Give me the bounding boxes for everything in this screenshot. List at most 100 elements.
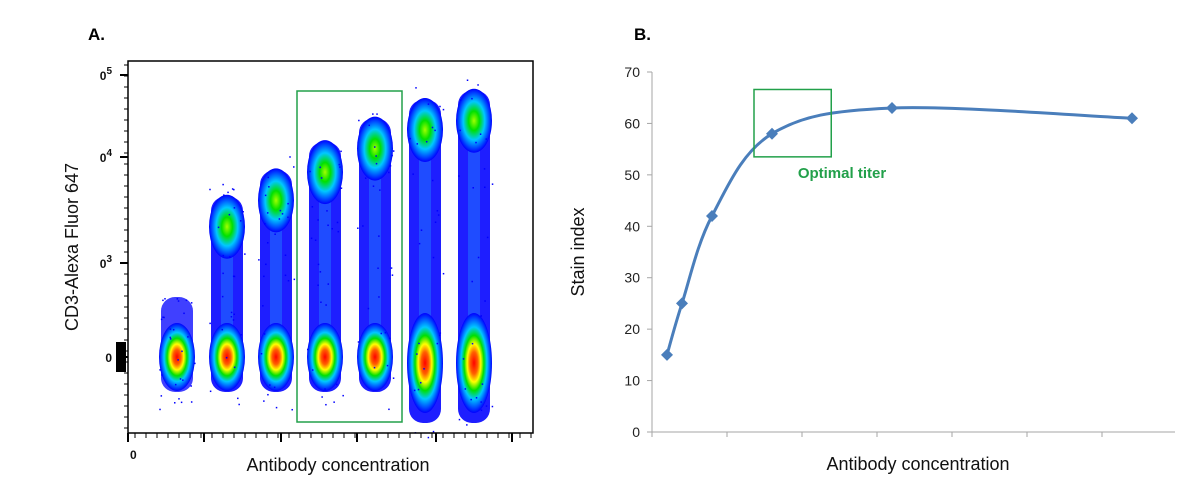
event-dot	[388, 171, 390, 174]
event-dot	[159, 408, 161, 411]
gate-rectangle	[296, 90, 403, 423]
positive-cluster	[307, 140, 343, 205]
event-dot	[172, 328, 175, 331]
panel-a-label: A.	[88, 25, 105, 44]
event-dot	[357, 341, 360, 343]
event-dot	[317, 263, 320, 266]
event-dot	[423, 368, 425, 370]
event-dot	[324, 388, 326, 390]
event-dot	[419, 381, 422, 384]
event-dot	[458, 418, 461, 421]
event-dot	[164, 298, 166, 300]
event-dot	[464, 388, 467, 390]
event-dot	[268, 186, 270, 188]
a-y-tick-label: 05	[100, 66, 113, 83]
positive-cluster	[357, 116, 393, 181]
event-dot	[372, 113, 374, 115]
negative-cluster	[159, 323, 195, 391]
event-dot	[278, 218, 281, 220]
a-y-tick-label: 0	[105, 351, 112, 365]
event-dot	[377, 267, 379, 269]
event-dot	[178, 398, 180, 400]
event-dot	[187, 336, 189, 338]
event-dot	[229, 256, 231, 258]
event-dot	[331, 227, 334, 230]
population-1	[159, 297, 196, 411]
event-dot	[336, 221, 339, 224]
event-dot	[311, 369, 314, 371]
event-dot	[477, 84, 479, 86]
event-dot	[417, 388, 420, 391]
b-y-tick-label: 20	[624, 321, 640, 337]
negative-cluster	[407, 313, 443, 413]
event-dot	[265, 263, 267, 266]
event-dot	[317, 284, 319, 286]
event-dot	[161, 374, 163, 376]
event-dot	[333, 401, 335, 403]
event-dot	[209, 390, 212, 393]
event-dot	[471, 280, 473, 283]
event-dot	[416, 143, 419, 145]
event-dot	[427, 436, 430, 439]
event-dot	[217, 226, 220, 229]
event-dot	[176, 298, 179, 300]
event-dot	[179, 378, 182, 380]
event-dot	[373, 146, 376, 148]
event-dot	[293, 278, 296, 281]
event-dot	[368, 124, 370, 127]
event-dot	[364, 177, 367, 179]
event-dot	[225, 356, 228, 359]
event-dot	[434, 129, 436, 132]
event-dot	[174, 383, 177, 386]
event-dot	[238, 403, 240, 406]
event-dot	[470, 398, 472, 401]
data-point-marker	[766, 127, 778, 140]
population-6	[407, 87, 445, 439]
population-4	[307, 140, 344, 406]
event-dot	[263, 400, 265, 402]
a-x-tick-label: 0	[130, 448, 137, 462]
population-2	[209, 183, 246, 406]
event-dot	[431, 126, 434, 129]
event-dot	[378, 296, 380, 298]
event-dot	[222, 272, 224, 275]
event-dot	[319, 166, 321, 169]
event-dot	[390, 267, 393, 269]
event-dot	[273, 386, 276, 389]
data-point-marker	[1126, 112, 1138, 125]
stain-index-line	[665, 106, 1133, 356]
event-dot	[389, 337, 391, 340]
population-5	[357, 113, 395, 411]
event-dot	[378, 235, 380, 237]
event-dot	[327, 283, 330, 285]
event-dot	[392, 377, 395, 379]
event-dot	[321, 396, 323, 398]
event-dot	[375, 162, 378, 165]
event-dot	[439, 332, 442, 334]
event-dot	[173, 402, 176, 404]
event-dot	[475, 141, 477, 144]
event-dot	[339, 166, 341, 168]
event-dot	[325, 304, 327, 306]
event-dot	[391, 154, 393, 157]
event-dot	[475, 397, 478, 399]
event-dot	[190, 302, 193, 304]
event-dot	[263, 275, 265, 278]
event-dot	[266, 212, 269, 214]
population-bridge	[270, 200, 282, 357]
event-dot	[244, 253, 246, 255]
population-7	[456, 79, 494, 426]
event-dot	[485, 138, 488, 140]
event-dot	[432, 430, 435, 433]
event-dot	[310, 237, 313, 240]
event-dot	[230, 311, 233, 314]
event-dot	[418, 342, 420, 345]
event-dot	[479, 133, 482, 135]
event-dot	[262, 305, 264, 307]
event-dot	[409, 137, 411, 140]
event-dot	[309, 170, 311, 173]
population-bridge	[419, 129, 431, 363]
event-dot	[466, 79, 469, 81]
event-dot	[431, 179, 434, 182]
positive-cluster	[456, 88, 492, 153]
